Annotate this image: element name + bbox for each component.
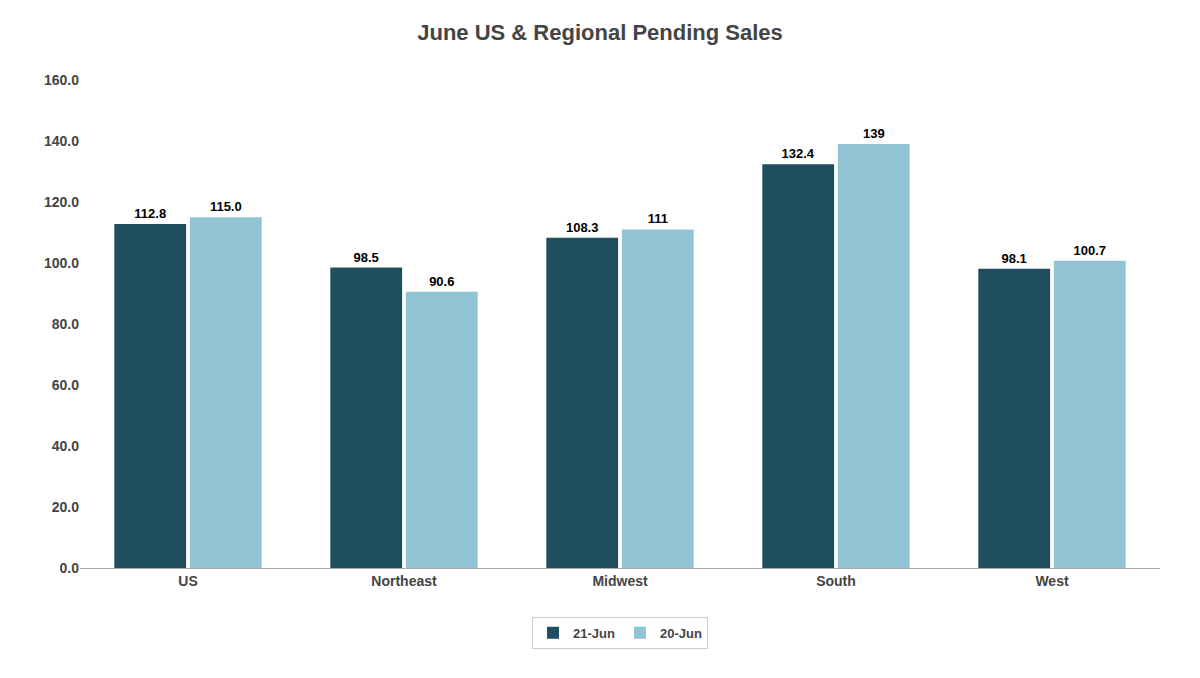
svg-text:Northeast: Northeast [371, 573, 437, 589]
svg-text:160.0: 160.0 [44, 72, 79, 88]
svg-text:West: West [1035, 573, 1069, 589]
svg-text:Midwest: Midwest [592, 573, 648, 589]
svg-text:115.0: 115.0 [210, 199, 242, 214]
svg-text:120.0: 120.0 [44, 194, 79, 210]
svg-text:111: 111 [648, 211, 668, 226]
svg-text:21-Jun: 21-Jun [573, 626, 615, 641]
svg-text:South: South [816, 573, 856, 589]
svg-text:98.5: 98.5 [354, 250, 379, 265]
svg-text:100.0: 100.0 [44, 255, 79, 271]
svg-text:20-Jun: 20-Jun [660, 626, 702, 641]
svg-text:98.1: 98.1 [1002, 251, 1027, 266]
svg-text:139: 139 [863, 126, 885, 141]
svg-text:20.0: 20.0 [52, 499, 79, 515]
svg-text:80.0: 80.0 [52, 316, 79, 332]
svg-text:132.4: 132.4 [782, 146, 815, 161]
svg-text:40.0: 40.0 [52, 438, 79, 454]
svg-text:100.7: 100.7 [1074, 243, 1107, 258]
svg-text:June US & Regional Pending Sal: June US & Regional Pending Sales [417, 20, 783, 45]
svg-text:60.0: 60.0 [52, 377, 79, 393]
svg-text:112.8: 112.8 [134, 206, 166, 221]
svg-text:108.3: 108.3 [566, 220, 599, 235]
svg-text:90.6: 90.6 [429, 274, 454, 289]
svg-text:0.0: 0.0 [60, 560, 80, 576]
svg-text:US: US [178, 573, 197, 589]
svg-text:140.0: 140.0 [44, 133, 79, 149]
